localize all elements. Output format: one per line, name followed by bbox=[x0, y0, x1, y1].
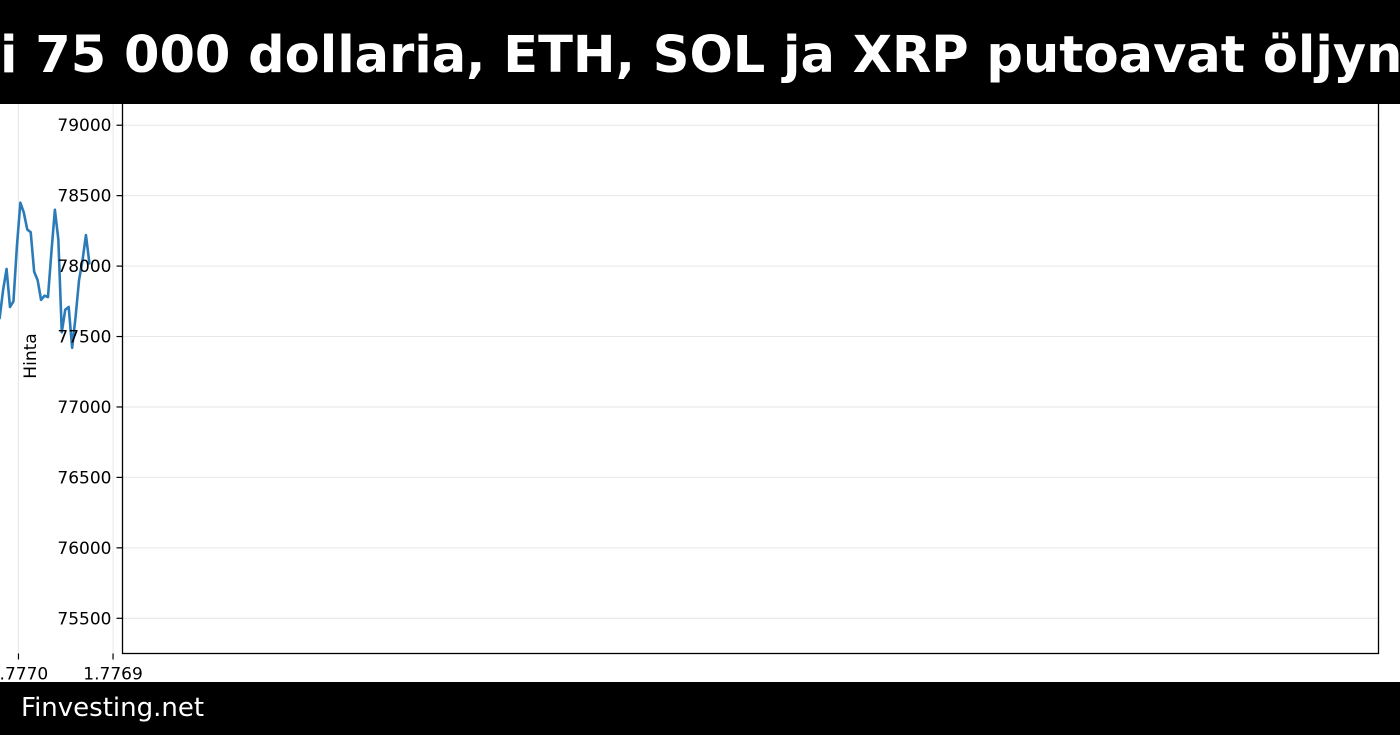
y-tick-label: 78000 bbox=[57, 257, 111, 277]
x-tick-label: 1.7769 bbox=[83, 665, 142, 685]
y-tick-label: 76000 bbox=[57, 539, 111, 559]
source-label: Finvesting.net bbox=[21, 693, 205, 723]
y-tick-label: 76500 bbox=[57, 468, 111, 488]
y-tick-label: 77000 bbox=[57, 398, 111, 418]
x-axis: 1.77691.77701.77711.77721.77731.77741.77… bbox=[0, 653, 143, 685]
plot-frame bbox=[121, 89, 1380, 655]
y-tick-label: 78500 bbox=[57, 187, 111, 207]
x-tick-label: 1.7770 bbox=[0, 665, 48, 685]
y-axis: 75500 76000 76500 77000 77500 78000 78500 79000 bbox=[57, 116, 123, 629]
grid-layer bbox=[17, 90, 1379, 654]
y-tick-label: 75500 bbox=[57, 609, 111, 629]
source-footer: Finvesting.net bbox=[0, 682, 1400, 735]
y-tick-label: 77500 bbox=[57, 328, 111, 348]
headline-banner: i 75 000 dollaria, ETH, SOL ja XRP putoa… bbox=[0, 0, 1400, 104]
y-tick-label: 79000 bbox=[57, 116, 111, 136]
y-axis-label: Hinta bbox=[21, 333, 41, 378]
headline-text: i 75 000 dollaria, ETH, SOL ja XRP putoa… bbox=[0, 26, 1400, 85]
